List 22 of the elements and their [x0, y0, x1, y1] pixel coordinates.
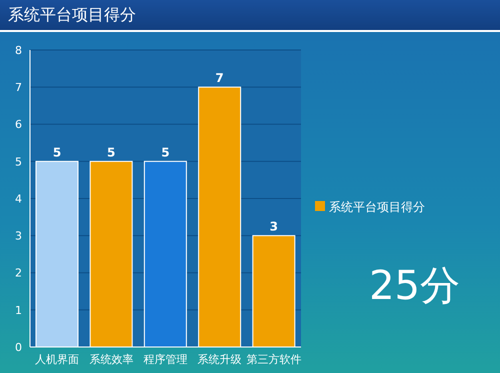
data-label: 5	[52, 145, 62, 160]
text: 25分	[369, 262, 460, 311]
legend-label: 系统平台项目得分	[329, 200, 425, 214]
y-tick-label: 3	[15, 230, 22, 243]
y-tick-label: 1	[15, 304, 22, 317]
x-tick-label: 程序管理	[144, 352, 188, 366]
data-label: 5	[161, 145, 170, 160]
y-tick-label: 2	[15, 266, 22, 280]
x-tick-label: 系统效率	[89, 352, 134, 366]
chart-title: 系统平台项目得分	[0, 0, 500, 32]
y-tick-label: 7	[15, 81, 22, 94]
x-tick-label: 人机界面	[35, 352, 80, 366]
y-tick-label: 6	[15, 118, 22, 132]
y-tick-label: 4	[15, 192, 22, 206]
y-tick-label: 0	[15, 340, 22, 354]
x-tick-label: 系统升级	[198, 352, 242, 366]
y-tick-label: 5	[15, 155, 22, 168]
y-tick-label: 8	[15, 44, 22, 57]
x-tick-label: 第三方软件	[246, 352, 302, 366]
data-label: 5	[107, 145, 116, 160]
data-label: 3	[270, 220, 278, 234]
data-label: 7	[215, 71, 224, 86]
